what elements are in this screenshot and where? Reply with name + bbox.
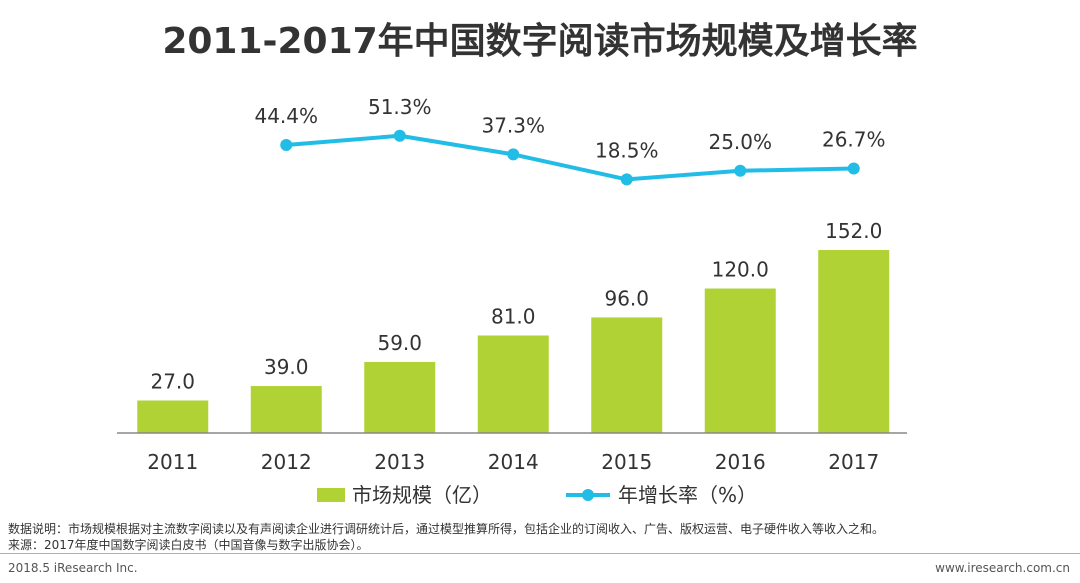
bar-2011 bbox=[137, 400, 209, 433]
legend-bar-label: 市场规模（亿） bbox=[352, 483, 492, 507]
legend-bar-swatch bbox=[317, 488, 345, 502]
x-tick-label-2016: 2016 bbox=[715, 450, 766, 474]
x-tick-label-2013: 2013 bbox=[374, 450, 425, 474]
growth-point-2017 bbox=[847, 162, 860, 175]
bar-2016 bbox=[704, 288, 776, 433]
bar-label-2016: 120.0 bbox=[712, 258, 769, 282]
x-tick-label-2011: 2011 bbox=[147, 450, 198, 474]
growth-label-2012: 44.4% bbox=[254, 104, 318, 128]
x-tick-label-2017: 2017 bbox=[828, 450, 879, 474]
growth-point-2016 bbox=[734, 164, 747, 177]
growth-label-2014: 37.3% bbox=[481, 113, 545, 137]
growth-label-2013: 51.3% bbox=[368, 95, 432, 119]
growth-point-2014 bbox=[507, 148, 520, 161]
growth-point-2012 bbox=[280, 138, 293, 151]
footer-divider bbox=[0, 553, 1080, 554]
x-tick-label-2015: 2015 bbox=[601, 450, 652, 474]
footer-website: www.iresearch.com.cn bbox=[935, 561, 1070, 575]
legend-line-marker bbox=[582, 489, 594, 501]
bar-label-2015: 96.0 bbox=[604, 286, 649, 310]
chart: 27.0 2011 39.0 2012 59.0 2013 81.0 2014 96.0 2015… bbox=[117, 95, 907, 507]
bar-2014 bbox=[477, 335, 549, 433]
footer-copyright: 2018.5 iResearch Inc. bbox=[8, 561, 138, 575]
bar-2015 bbox=[591, 317, 663, 433]
data-description-note: 数据说明：市场规模根据对主流数字阅读以及有声阅读企业进行调研统计后，通过模型推算… bbox=[8, 522, 885, 536]
source-note: 来源：2017年度中国数字阅读白皮书（中国音像与数字出版协会）。 bbox=[8, 538, 369, 552]
growth-label-2016: 25.0% bbox=[708, 130, 772, 154]
growth-point-2013 bbox=[393, 129, 406, 142]
page-title: 2011-2017年中国数字阅读市场规模及增长率 bbox=[162, 21, 918, 62]
bar-label-2013: 59.0 bbox=[377, 331, 422, 355]
growth-label-2017: 26.7% bbox=[822, 127, 886, 151]
bar-label-2014: 81.0 bbox=[491, 304, 536, 328]
growth-label-2015: 18.5% bbox=[595, 138, 659, 162]
x-tick-label-2014: 2014 bbox=[488, 450, 539, 474]
growth-rate-line bbox=[286, 133, 854, 182]
bar-2013 bbox=[364, 361, 436, 433]
bar-2012 bbox=[250, 386, 322, 433]
bar-label-2011: 27.0 bbox=[150, 369, 195, 393]
bar-label-2017: 152.0 bbox=[825, 219, 882, 243]
bar-label-2012: 39.0 bbox=[264, 355, 309, 379]
x-tick-label-2012: 2012 bbox=[261, 450, 312, 474]
legend-line-label: 年增长率（%） bbox=[618, 483, 757, 507]
growth-point-2015 bbox=[620, 173, 633, 186]
bar-2017 bbox=[818, 250, 890, 433]
